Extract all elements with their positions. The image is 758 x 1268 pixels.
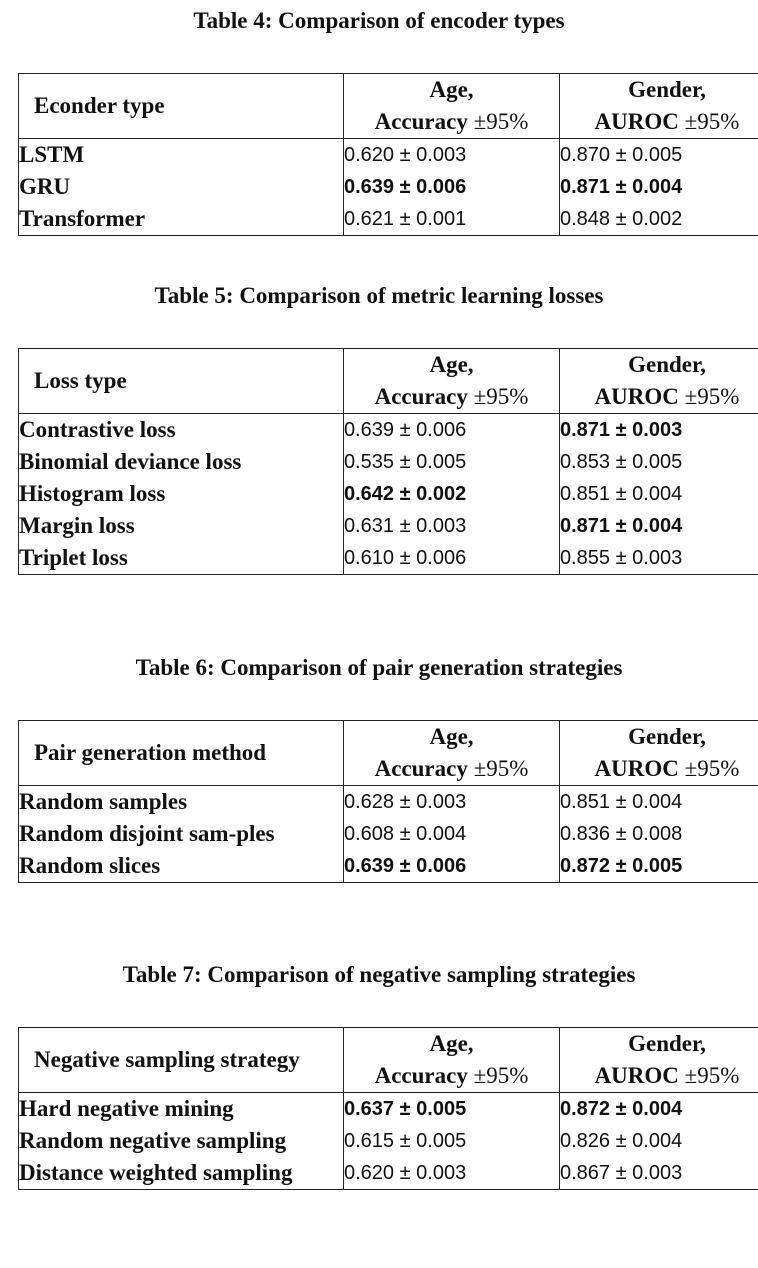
gender-auroc-value-best: 0.872 ± 0.005 <box>559 850 758 883</box>
age-accuracy-value: 0.615 ± 0.005 <box>343 1125 560 1157</box>
row-name: Histogram loss <box>18 478 344 510</box>
gender-auroc-value: 0.870 ± 0.005 <box>559 138 758 171</box>
gender-auroc-value: 0.851 ± 0.004 <box>559 478 758 510</box>
column-header-age: Age, Accuracy ±95% <box>343 348 560 414</box>
age-accuracy-value: 0.610 ± 0.006 <box>343 542 560 575</box>
table-row: LSTM 0.620 ± 0.003 0.870 ± 0.005 <box>18 138 758 171</box>
gender-auroc-value: 0.836 ± 0.008 <box>559 818 758 850</box>
table-5-caption: Table 5: Comparison of metric learning l… <box>154 283 604 308</box>
table-6: Pair generation method Age, Accuracy ±95… <box>18 720 758 883</box>
age-accuracy-value: 0.631 ± 0.003 <box>343 510 560 542</box>
column-header-method: Loss type <box>18 348 344 414</box>
row-name: Random disjoint sam-ples <box>18 818 344 850</box>
table-5: Loss type Age, Accuracy ±95% Gender, AUR… <box>18 348 758 575</box>
gender-auroc-value: 0.867 ± 0.003 <box>559 1157 758 1190</box>
row-name: Margin loss <box>18 510 344 542</box>
row-name: Distance weighted sampling <box>18 1157 344 1190</box>
age-accuracy-value-best: 0.639 ± 0.006 <box>343 171 560 203</box>
column-header-method: Negative sampling strategy <box>18 1027 344 1093</box>
gender-auroc-value-best: 0.871 ± 0.004 <box>559 171 758 203</box>
row-name: Random negative sampling <box>18 1125 344 1157</box>
column-header-gender: Gender, AUROC ±95% <box>559 73 758 139</box>
column-header-method: Econder type <box>18 73 344 139</box>
row-name: GRU <box>18 171 344 203</box>
row-name: LSTM <box>18 138 344 171</box>
age-accuracy-value-best: 0.639 ± 0.006 <box>343 850 560 883</box>
table-row: Random negative sampling 0.615 ± 0.005 0… <box>18 1125 758 1157</box>
age-accuracy-value: 0.639 ± 0.006 <box>343 413 560 446</box>
table-row: Histogram loss 0.642 ± 0.002 0.851 ± 0.0… <box>18 478 758 510</box>
table-row: Triplet loss 0.610 ± 0.006 0.855 ± 0.003 <box>18 542 758 575</box>
gender-auroc-value-best: 0.871 ± 0.004 <box>559 510 758 542</box>
table-row: Distance weighted sampling 0.620 ± 0.003… <box>18 1157 758 1190</box>
age-accuracy-value: 0.621 ± 0.001 <box>343 203 560 236</box>
column-header-gender: Gender, AUROC ±95% <box>559 348 758 414</box>
row-name: Random slices <box>18 850 344 883</box>
age-accuracy-value-best: 0.642 ± 0.002 <box>343 478 560 510</box>
gender-auroc-value: 0.855 ± 0.003 <box>559 542 758 575</box>
table-row: Contrastive loss 0.639 ± 0.006 0.871 ± 0… <box>18 413 758 446</box>
table-6-caption: Table 6: Comparison of pair generation s… <box>135 655 623 680</box>
table-7: Negative sampling strategy Age, Accuracy… <box>18 1027 758 1190</box>
table-4: Econder type Age, Accuracy ±95% Gender, … <box>18 73 758 236</box>
table-7-caption: Table 7: Comparison of negative sampling… <box>122 962 636 987</box>
column-header-age: Age, Accuracy ±95% <box>343 1027 560 1093</box>
row-name: Transformer <box>18 203 344 236</box>
row-name: Hard negative mining <box>18 1092 344 1125</box>
row-name: Random samples <box>18 785 344 818</box>
gender-auroc-value: 0.853 ± 0.005 <box>559 446 758 478</box>
table-row: Random disjoint sam-ples 0.608 ± 0.004 0… <box>18 818 758 850</box>
gender-auroc-value: 0.851 ± 0.004 <box>559 785 758 818</box>
gender-auroc-value-best: 0.872 ± 0.004 <box>559 1092 758 1125</box>
gender-auroc-value: 0.848 ± 0.002 <box>559 203 758 236</box>
age-accuracy-value-best: 0.637 ± 0.005 <box>343 1092 560 1125</box>
table-header-row: Pair generation method Age, Accuracy ±95… <box>18 720 758 786</box>
gender-auroc-value: 0.826 ± 0.004 <box>559 1125 758 1157</box>
table-row: Random slices 0.639 ± 0.006 0.872 ± 0.00… <box>18 850 758 883</box>
age-accuracy-value: 0.628 ± 0.003 <box>343 785 560 818</box>
column-header-gender: Gender, AUROC ±95% <box>559 1027 758 1093</box>
row-name: Binomial deviance loss <box>18 446 344 478</box>
gender-auroc-value-best: 0.871 ± 0.003 <box>559 413 758 446</box>
table-header-row: Negative sampling strategy Age, Accuracy… <box>18 1027 758 1093</box>
table-row: GRU 0.639 ± 0.006 0.871 ± 0.004 <box>18 171 758 203</box>
column-header-method: Pair generation method <box>18 720 344 786</box>
row-name: Triplet loss <box>18 542 344 575</box>
table-header-row: Loss type Age, Accuracy ±95% Gender, AUR… <box>18 348 758 414</box>
row-name: Contrastive loss <box>18 413 344 446</box>
table-row: Random samples 0.628 ± 0.003 0.851 ± 0.0… <box>18 785 758 818</box>
table-row: Transformer 0.621 ± 0.001 0.848 ± 0.002 <box>18 203 758 236</box>
column-header-age: Age, Accuracy ±95% <box>343 73 560 139</box>
age-accuracy-value: 0.620 ± 0.003 <box>343 138 560 171</box>
table-row: Hard negative mining 0.637 ± 0.005 0.872… <box>18 1092 758 1125</box>
age-accuracy-value: 0.620 ± 0.003 <box>343 1157 560 1190</box>
column-header-gender: Gender, AUROC ±95% <box>559 720 758 786</box>
table-row: Binomial deviance loss 0.535 ± 0.005 0.8… <box>18 446 758 478</box>
age-accuracy-value: 0.535 ± 0.005 <box>343 446 560 478</box>
table-4-caption: Table 4: Comparison of encoder types <box>193 8 565 33</box>
table-header-row: Econder type Age, Accuracy ±95% Gender, … <box>18 73 758 139</box>
column-header-age: Age, Accuracy ±95% <box>343 720 560 786</box>
age-accuracy-value: 0.608 ± 0.004 <box>343 818 560 850</box>
table-row: Margin loss 0.631 ± 0.003 0.871 ± 0.004 <box>18 510 758 542</box>
